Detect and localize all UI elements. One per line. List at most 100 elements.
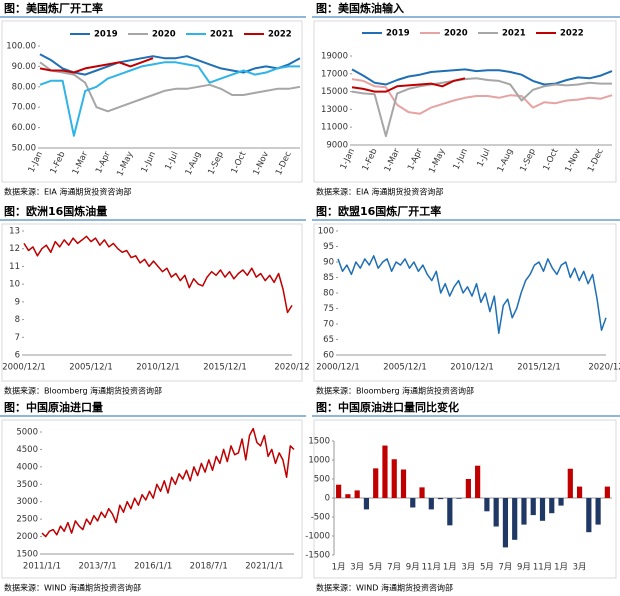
y-tick-label: 9 [15,297,20,307]
y-tick-label: 3000 [16,497,38,507]
y-tick-label: 3500 [16,480,38,490]
x-tick-label: 2011/1/1 [23,562,61,572]
bar [595,498,601,525]
y-tick-label: 5000 [16,428,38,438]
bar [437,498,444,500]
legend-label: 2020 [444,29,468,39]
x-tick-label: 1-Jul [475,147,492,169]
y-tick-label: 60.00 [12,123,36,133]
y-tick-label: -1000 [305,532,330,542]
x-tick-label: 3月 [573,563,587,573]
y-tick-label: 80 [323,289,334,299]
y-tick-label: 65 [323,335,334,345]
bar [586,498,592,533]
source-note: 数据来源：WIND 海通期货投资咨询部 [316,583,453,593]
bar [456,498,462,499]
series-line [41,427,295,538]
bar [567,468,573,498]
bar [373,468,379,498]
bar [382,445,388,498]
bar [539,498,546,521]
x-tick-label: 9月 [517,563,531,573]
bar [465,479,471,498]
x-tick-label: 1-Aug [184,150,204,177]
y-tick-label: 13 [9,227,20,237]
bar [576,486,583,498]
x-tick-label: 1-Mar [383,147,403,174]
y-tick-label: 17000 [321,69,348,79]
x-tick-label: 1-Dec [586,147,606,174]
x-tick-label: 1-Nov [563,147,583,174]
legend-label: 2021 [210,30,234,40]
x-tick-label: 5月 [369,563,383,573]
y-tick-label: 90 [323,258,334,268]
bar [354,490,360,498]
y-tick-label: 12 [9,244,20,254]
y-tick-label: 1000 [308,456,330,466]
bar [419,487,425,498]
y-tick-label: 80.00 [12,82,36,92]
source-note: 数据来源：WIND 海通期货投资咨询部 [4,583,141,593]
x-tick-label: 7月 [387,563,401,573]
x-tick-label: 1-Jun [140,150,158,174]
y-tick-label: -500 [311,513,330,523]
x-tick-label: 1-Feb [49,150,68,176]
x-tick-label: 2005/12/1 [383,363,427,373]
bar [502,498,509,548]
y-tick-label: -1500 [305,551,330,561]
chart-title: 图：美国炼厂开工率 [4,1,103,15]
bar [530,498,536,516]
legend-label: 2019 [386,29,410,39]
chart-frame [313,20,617,183]
bar [391,459,397,498]
y-tick-label: 15000 [321,87,348,97]
y-tick-label: 13000 [321,105,348,115]
y-tick-label: 19000 [321,52,348,62]
x-tick-label: 1-Sep [206,150,225,176]
x-tick-label: 1-Nov [251,150,271,177]
x-tick-label: 2010/12/1 [136,363,180,373]
x-tick-label: 1-May [427,147,447,175]
bar [345,494,351,498]
x-tick-label: 2000/12/1 [316,363,360,373]
x-tick-label: 1月 [332,563,346,573]
chart-frame [313,419,617,579]
y-tick-label: 10 [9,280,20,290]
chart-frame [1,419,303,579]
source-note: 数据来源：EIA 海通期货投资咨询部 [4,187,131,197]
x-tick-label: 2013/7/1 [78,562,116,572]
chart-title: 图：欧盟16国炼厂开工率 [316,204,441,218]
series-line [39,53,301,76]
x-tick-label: 11月 [533,563,552,573]
bar [475,465,481,498]
y-tick-label: 8 [15,315,20,325]
x-tick-label: 1-Oct [230,150,249,176]
y-tick-label: 4000 [16,462,38,472]
x-tick-label: 1-Apr [94,150,113,176]
series-line [351,77,612,138]
y-tick-label: 70 [323,320,334,330]
x-tick-label: 1月 [554,563,568,573]
series-line [39,61,301,113]
series-line [23,235,293,314]
series-line [351,77,466,93]
x-tick-label: 3月 [350,563,364,573]
x-tick-label: 1-Sep [518,147,537,173]
x-tick-label: 11月 [422,563,441,573]
legend-label: 2020 [152,30,176,40]
y-tick-label: 6 [15,351,20,361]
y-tick-label: 0 [325,494,330,504]
chart-title: 图：欧洲16国炼油量 [4,204,107,218]
y-tick-label: 11000 [321,123,348,133]
x-tick-label: 1-Dec [274,150,294,177]
x-tick-label: 2015/12/1 [517,363,561,373]
x-tick-label: 1-Oct [542,147,561,173]
source-note: 数据来源：Bloomberg 海通期货投资咨询部 [4,386,162,396]
x-tick-label: 1-Mar [71,150,91,177]
x-tick-label: 1月 [443,563,457,573]
x-tick-label: 2015/12/1 [203,363,247,373]
y-tick-label: 100.00 [6,42,36,52]
chart-title: 图：中国原油进口量 [4,400,103,414]
legend-label: 2022 [268,30,292,40]
